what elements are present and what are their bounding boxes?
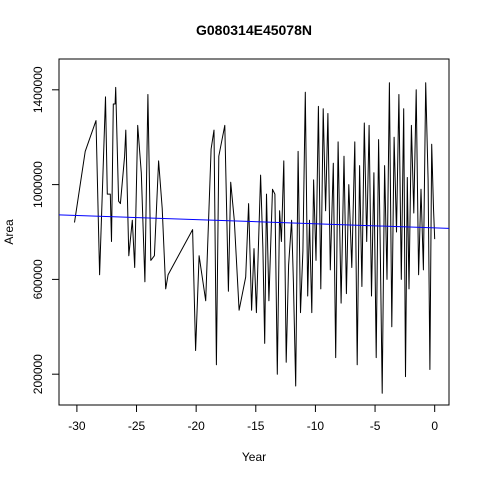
x-tick-label: -20 <box>187 419 205 433</box>
x-axis: -30 -25 -20 -15 -10 -5 0 <box>68 404 438 433</box>
x-tick-label: -30 <box>68 419 86 433</box>
chart-title: G080314E45078N <box>196 22 312 38</box>
x-tick-label: -10 <box>307 419 325 433</box>
y-axis-label: Area <box>2 219 16 245</box>
y-tick-label: 200000 <box>31 354 45 394</box>
x-tick-label: -5 <box>370 419 381 433</box>
x-tick-label: -15 <box>247 419 265 433</box>
x-tick-label: -25 <box>128 419 146 433</box>
data-line <box>74 82 436 394</box>
series-layer <box>58 82 450 394</box>
x-axis-label: Year <box>242 450 266 464</box>
y-tick-label: 600000 <box>31 259 45 299</box>
y-tick-label: 1400000 <box>31 66 45 113</box>
y-axis: 200000 600000 1000000 1400000 <box>31 66 60 394</box>
x-tick-label: 0 <box>431 419 438 433</box>
y-tick-label: 1000000 <box>31 161 45 208</box>
trend-line <box>58 214 450 229</box>
